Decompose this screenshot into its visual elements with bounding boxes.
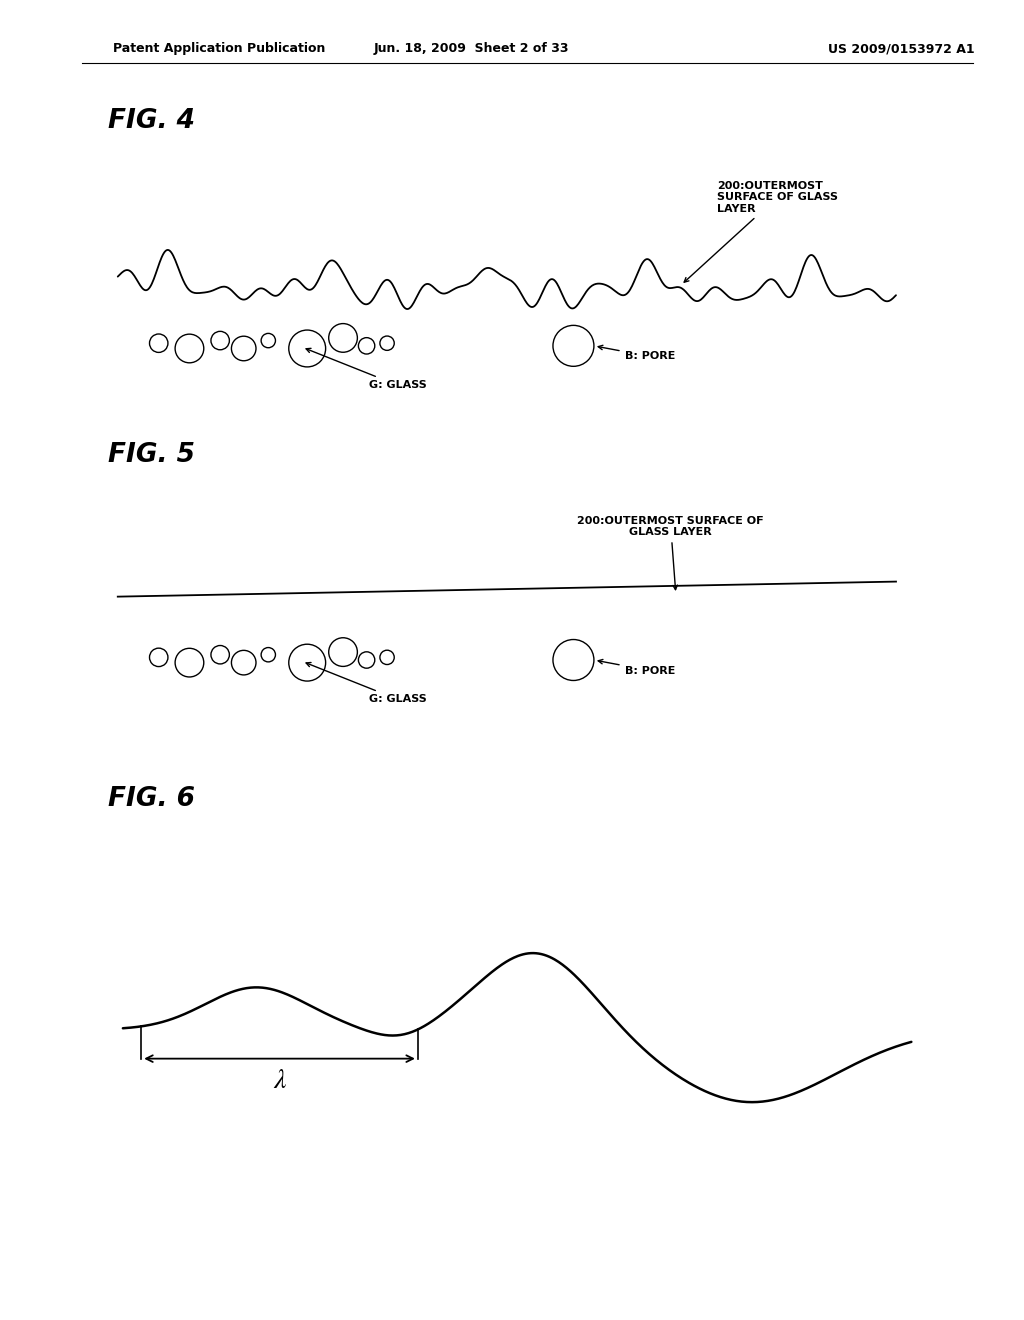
Text: FIG. 4: FIG. 4: [108, 108, 195, 135]
Text: FIG. 6: FIG. 6: [108, 785, 195, 812]
Text: B: PORE: B: PORE: [598, 660, 675, 676]
Text: 200:OUTERMOST
SURFACE OF GLASS
LAYER: 200:OUTERMOST SURFACE OF GLASS LAYER: [684, 181, 838, 282]
Text: λ: λ: [273, 1069, 286, 1094]
Text: G: GLASS: G: GLASS: [306, 663, 426, 705]
Text: 200:OUTERMOST SURFACE OF
GLASS LAYER: 200:OUTERMOST SURFACE OF GLASS LAYER: [578, 516, 764, 590]
Text: G: GLASS: G: GLASS: [306, 348, 426, 391]
Text: FIG. 5: FIG. 5: [108, 442, 195, 469]
Text: Patent Application Publication: Patent Application Publication: [113, 42, 325, 55]
Text: B: PORE: B: PORE: [598, 346, 675, 362]
Text: Jun. 18, 2009  Sheet 2 of 33: Jun. 18, 2009 Sheet 2 of 33: [374, 42, 568, 55]
Text: US 2009/0153972 A1: US 2009/0153972 A1: [827, 42, 975, 55]
